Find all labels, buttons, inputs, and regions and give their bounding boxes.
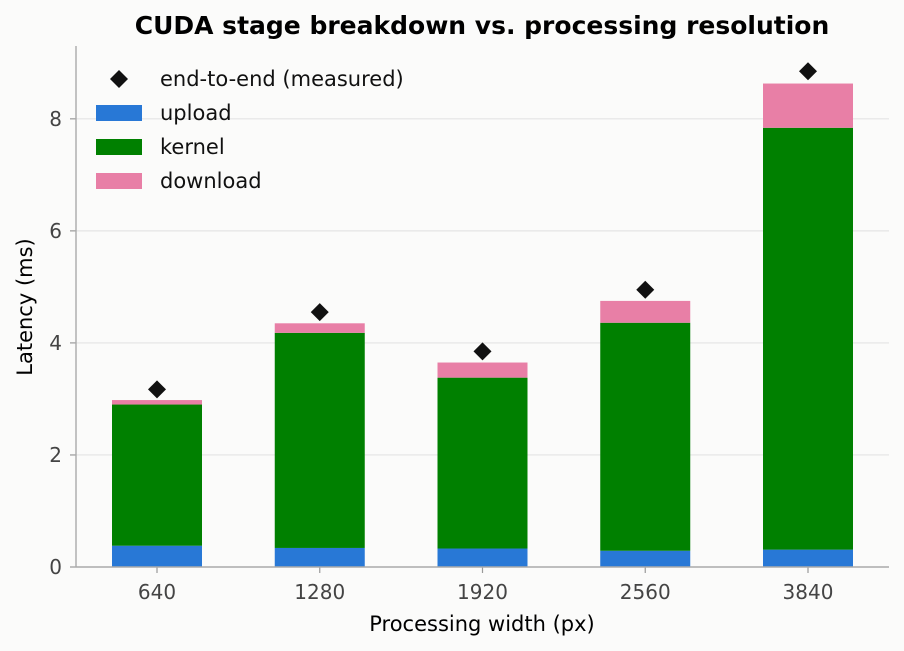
bar-download-3840	[763, 83, 853, 128]
y-tick-label: 4	[49, 331, 62, 355]
measured-marker-2560	[636, 280, 655, 299]
bar-download-1920	[437, 362, 528, 378]
measured-markers	[148, 62, 817, 399]
bar-kernel-3840	[763, 127, 853, 550]
x-tick-label: 1280	[294, 580, 345, 604]
measured-marker-3840	[799, 62, 817, 81]
y-tick-label: 8	[49, 107, 62, 131]
x-tick-label: 3840	[783, 580, 834, 604]
y-tick-label: 2	[49, 443, 62, 467]
bar-download-2560	[600, 300, 691, 323]
measured-marker-1280	[310, 303, 329, 322]
bars	[112, 83, 853, 567]
measured-marker-1920	[473, 342, 492, 361]
legend: end-to-end (measured) upload kernel downloa…	[96, 67, 404, 193]
x-tick-label: 2560	[620, 580, 671, 604]
bar-upload-3840	[763, 549, 853, 567]
bar-download-640	[112, 400, 202, 405]
legend-label-kernel: kernel	[160, 135, 225, 159]
y-tick-label: 6	[49, 219, 62, 243]
bar-upload-2560	[600, 550, 691, 567]
bar-kernel-640	[112, 404, 202, 546]
legend-swatch-upload	[96, 105, 142, 121]
legend-swatch-download	[96, 173, 142, 189]
x-tick-label: 1920	[457, 580, 508, 604]
bar-kernel-1280	[274, 332, 365, 548]
chart-title: CUDA stage breakdown vs. processing reso…	[135, 11, 830, 40]
bar-download-1280	[274, 323, 365, 333]
bar-kernel-1920	[437, 377, 528, 549]
y-axis-label: Latency (ms)	[13, 238, 37, 375]
bar-upload-1920	[437, 548, 528, 567]
axes: 0 2 4 6 8 640 1280 1920 2560 3840	[49, 46, 889, 604]
measured-marker-640	[148, 380, 166, 399]
bar-upload-640	[112, 545, 202, 567]
y-tick-label: 0	[49, 555, 62, 579]
x-axis-label: Processing width (px)	[369, 612, 595, 636]
legend-marker-end-to-end	[110, 70, 128, 88]
legend-swatch-kernel	[96, 139, 142, 155]
x-tick-label: 640	[138, 580, 176, 604]
legend-label-download: download	[160, 169, 262, 193]
bar-kernel-2560	[600, 322, 691, 551]
bar-upload-1280	[274, 547, 365, 567]
legend-label-upload: upload	[160, 101, 232, 125]
legend-label-end-to-end: end-to-end (measured)	[160, 67, 404, 91]
